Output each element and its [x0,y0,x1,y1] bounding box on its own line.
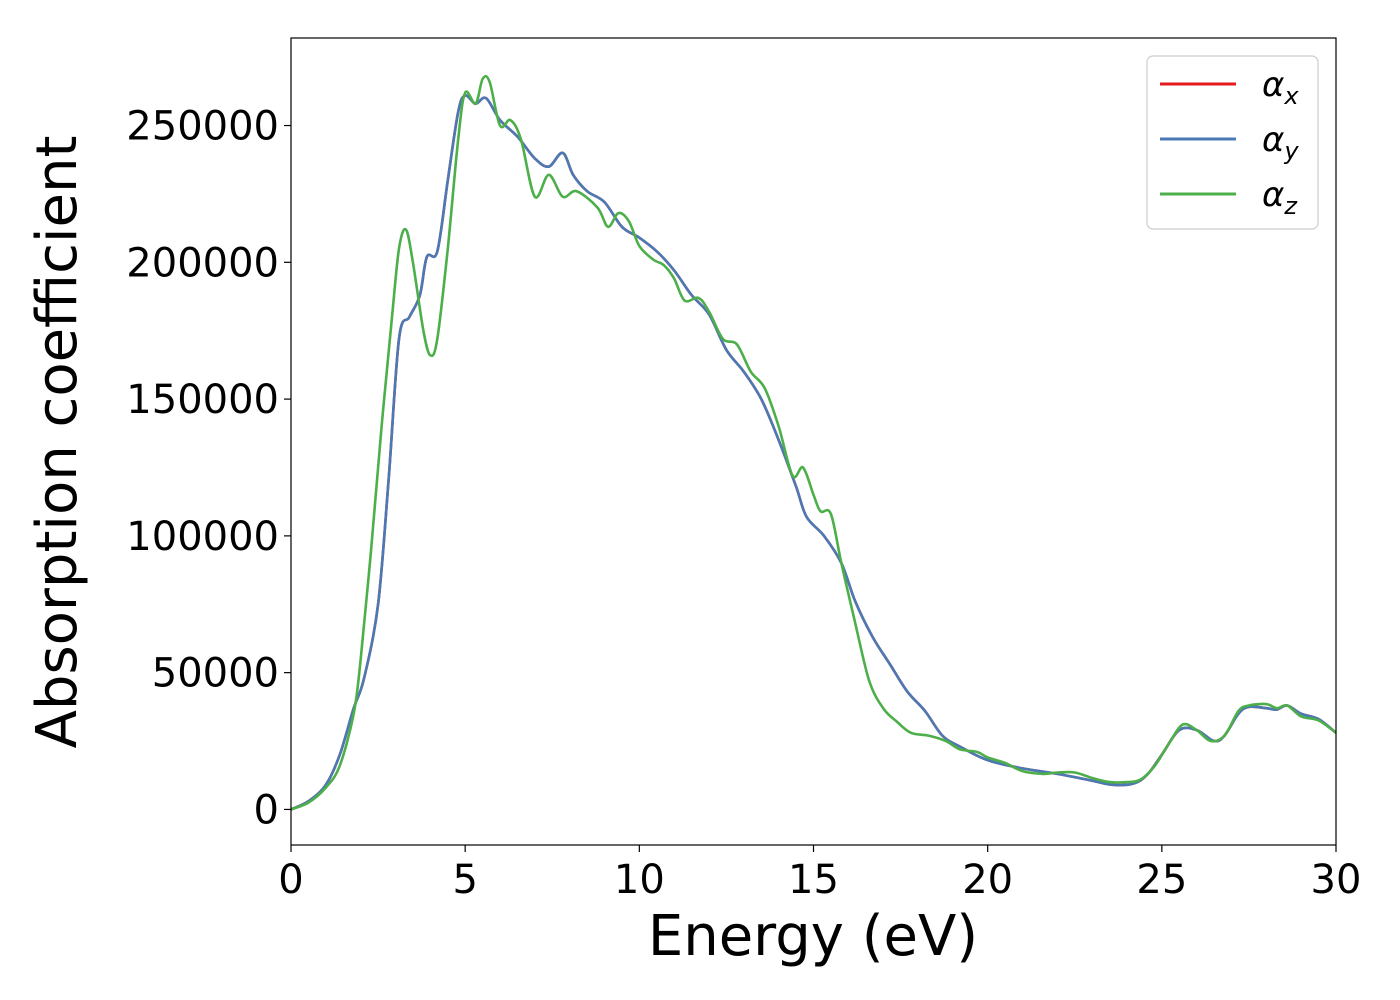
x-tick-label: 5 [452,857,477,903]
x-tick-label: 15 [788,857,839,903]
legend-label-z: αz [1262,175,1298,220]
y-tick-label: 50000 [152,651,279,697]
legend-box [1146,55,1319,230]
y-tick-label: 250000 [126,104,279,150]
x-tick-label: 25 [1136,857,1187,903]
series-line-z [291,74,1336,811]
legend-label-x: αx [1262,65,1299,110]
y-axis-ticks: 0 50000 100000 150000 200000 250000 [126,104,291,833]
y-tick-label: 0 [254,787,279,833]
x-tick-label: 30 [1311,857,1362,903]
y-axis-title: Absorption coefficient [25,136,90,749]
x-axis-ticks: 0 5 10 15 20 25 30 [278,845,1361,903]
legend-label-y: αy [1262,120,1299,165]
x-tick-label: 0 [278,857,303,903]
plot-frame [290,37,1337,846]
x-axis-title: Energy (eV) [648,904,978,969]
x-tick-label: 20 [962,857,1013,903]
x-tick-label: 10 [614,857,665,903]
y-tick-label: 150000 [126,377,279,423]
y-tick-label: 100000 [126,514,279,560]
y-tick-label: 200000 [126,240,279,286]
legend: αx αy αz [1146,55,1319,230]
series-layer [291,74,1336,811]
